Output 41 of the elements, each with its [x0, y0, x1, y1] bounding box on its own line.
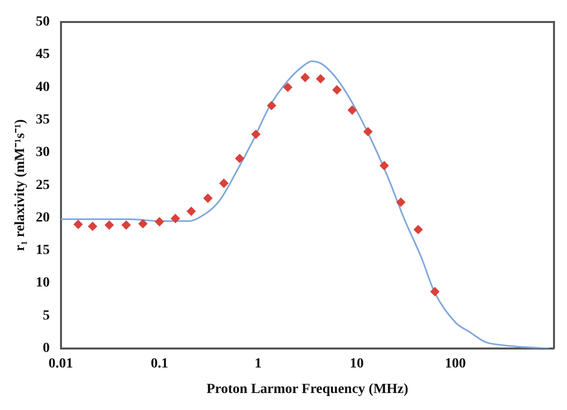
y-tick-label: 40: [36, 80, 50, 95]
point: [74, 220, 83, 229]
y-tick-label: 50: [36, 14, 50, 30]
point: [170, 214, 180, 223]
point: [380, 161, 389, 170]
point: [88, 222, 98, 231]
point: [203, 194, 212, 203]
y-tick-label: 35: [36, 112, 50, 128]
x-axis-title: Proton Larmor Frequency (MHz): [206, 382, 409, 398]
point: [348, 106, 357, 115]
point: [219, 178, 228, 188]
x-tick-label: 0.01: [48, 356, 74, 372]
point: [267, 101, 276, 110]
y-tick-label: 20: [36, 210, 50, 226]
point: [300, 72, 310, 82]
point: [138, 219, 148, 228]
y-tick-label: 25: [36, 178, 50, 193]
point: [104, 220, 114, 230]
point: [283, 82, 292, 92]
y-axis-title: r₁ relaxivity (mM⁻¹s⁻¹): [13, 118, 28, 252]
point: [430, 287, 440, 296]
y-tick-label: 5: [42, 308, 50, 324]
y-tick-label: 45: [36, 47, 50, 62]
x-tick-label: 100: [444, 356, 466, 372]
point: [122, 220, 131, 230]
point: [332, 85, 342, 94]
x-tick-label: 10: [350, 356, 364, 372]
point: [414, 225, 423, 234]
x-tick-label: 1: [254, 356, 262, 372]
point: [316, 74, 326, 84]
y-tick-label: 15: [36, 243, 50, 258]
y-tick-label: 30: [36, 145, 50, 160]
point: [396, 198, 406, 207]
point: [154, 217, 164, 226]
point: [251, 130, 260, 139]
point: [363, 127, 372, 136]
y-tick-label: 10: [36, 276, 50, 291]
y-tick-label: 0: [42, 341, 50, 356]
point: [186, 206, 196, 216]
point: [235, 154, 244, 163]
x-tick-label: 0.1: [150, 356, 168, 372]
